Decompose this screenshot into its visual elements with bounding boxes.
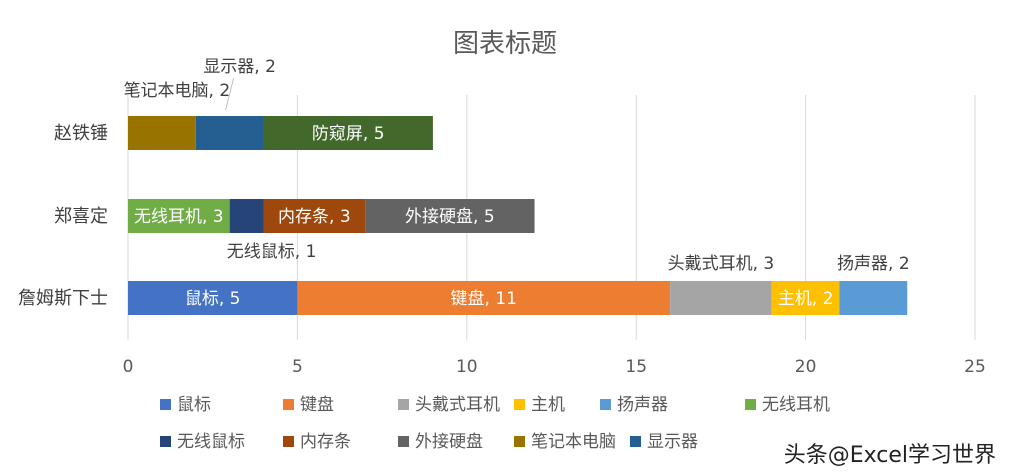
bar-segment: [771, 281, 840, 315]
x-tick-label: 25: [964, 357, 986, 377]
legend-swatch: [160, 436, 171, 447]
legend-swatch: [398, 399, 409, 410]
data-label: 键盘, 11: [451, 289, 517, 309]
data-label: 无线鼠标, 1: [227, 242, 317, 262]
legend-label: 无线耳机: [762, 395, 830, 415]
data-label: 扬声器, 2: [837, 254, 910, 274]
legend-label: 头戴式耳机: [415, 395, 500, 415]
data-label: 笔记本电脑, 2: [124, 81, 231, 101]
legend-label: 内存条: [300, 432, 351, 452]
x-tick-label: 10: [456, 357, 478, 377]
data-label: 防窥屏, 5: [312, 124, 385, 144]
category-label: 郑喜定: [54, 206, 108, 227]
bar-segment: [128, 281, 298, 315]
legend-swatch: [398, 436, 409, 447]
legend-swatch: [283, 399, 294, 410]
watermark: 头条@Excel学习世界: [783, 443, 996, 468]
bar-segment: [263, 199, 366, 233]
legend-label: 鼠标: [177, 395, 211, 415]
data-label: 显示器, 2: [203, 57, 276, 77]
legend-label: 主机: [531, 395, 565, 415]
chart-title: 图表标题: [453, 29, 557, 59]
data-label: 无线耳机, 3: [134, 207, 224, 227]
bar-segment: [128, 116, 196, 150]
data-label: 主机, 2: [778, 289, 834, 309]
x-tick-labels: 0 5 10 15 20 25: [123, 357, 986, 377]
legend-label: 扬声器: [617, 395, 668, 415]
legend-swatch: [514, 436, 525, 447]
bar-segment: [839, 281, 908, 315]
category-labels: 詹姆斯下士 郑喜定 赵铁锤: [18, 123, 108, 309]
category-label: 赵铁锤: [54, 123, 108, 144]
bars: [128, 116, 908, 315]
data-label: 外接硬盘, 5: [405, 207, 495, 227]
bar-segment: [229, 199, 264, 233]
category-label: 詹姆斯下士: [18, 288, 108, 309]
bar-segment: [263, 116, 433, 150]
legend-swatch: [745, 399, 756, 410]
x-tick-label: 0: [123, 357, 134, 377]
bar-segment: [670, 281, 772, 315]
legend-label: 键盘: [300, 395, 334, 415]
data-label: 鼠标, 5: [185, 289, 241, 309]
x-tick-label: 15: [625, 357, 647, 377]
legend-swatch: [160, 399, 171, 410]
bar-segment: [297, 281, 671, 315]
data-label: 头戴式耳机, 3: [668, 254, 775, 274]
legend-label: 无线鼠标: [177, 432, 245, 452]
legend-label: 显示器: [647, 432, 698, 452]
x-tick-label: 5: [292, 357, 303, 377]
bar-segment: [365, 199, 535, 233]
legend-swatch: [514, 399, 525, 410]
legend-swatch: [600, 399, 611, 410]
bar-segment: [195, 116, 264, 150]
legend-label: 笔记本电脑: [531, 432, 616, 452]
bar-segment: [128, 199, 230, 233]
legend-swatch: [630, 436, 641, 447]
legend-swatch: [283, 436, 294, 447]
x-tick-label: 20: [795, 357, 817, 377]
leader-line: [225, 77, 235, 111]
data-label: 内存条, 3: [278, 207, 351, 227]
legend-label: 外接硬盘: [415, 432, 483, 452]
